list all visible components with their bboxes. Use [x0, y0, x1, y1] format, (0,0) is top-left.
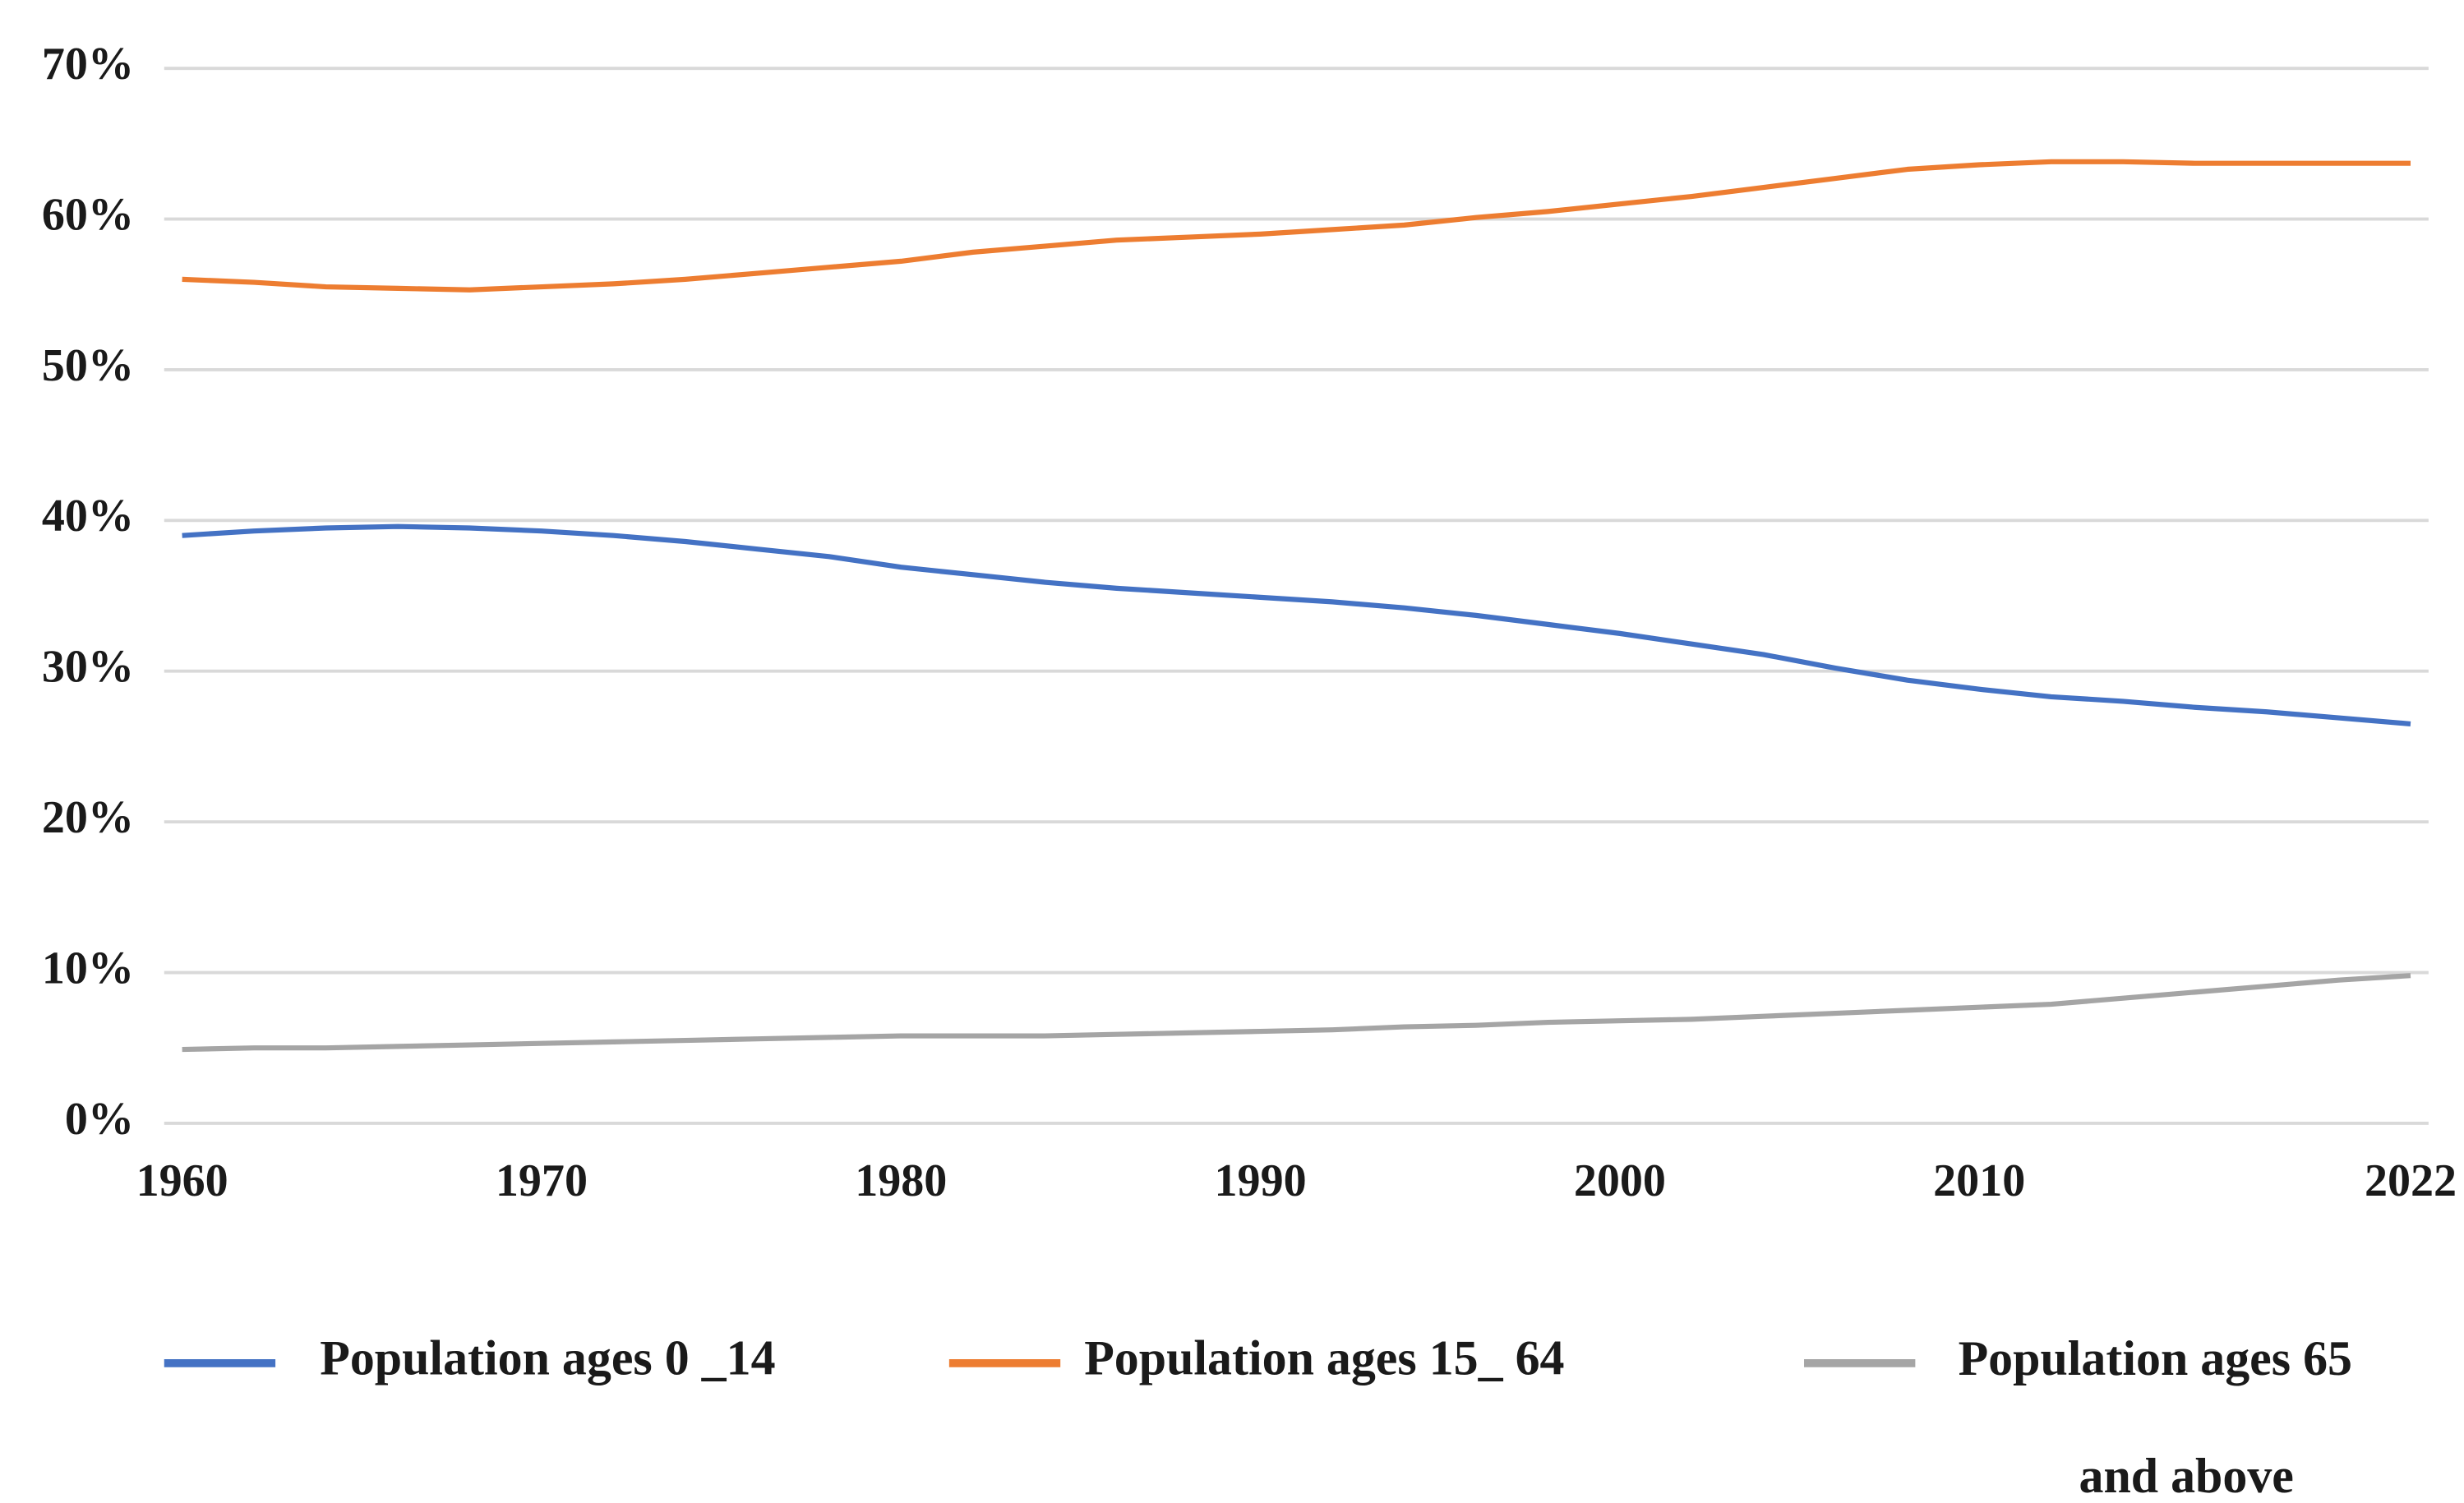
x-tick-label: 2000: [1574, 1155, 1666, 1206]
x-tick-label: 1990: [1215, 1155, 1307, 1206]
legend-label-line: Population ages 65: [1959, 1331, 2352, 1385]
x-tick-label: 1980: [855, 1155, 947, 1206]
y-tick-label: 60%: [42, 189, 134, 240]
series-line: [182, 523, 2411, 726]
y-tick-label: 30%: [42, 642, 134, 693]
y-tick-label: 50%: [42, 340, 134, 391]
series-line: [182, 159, 2411, 293]
legend-label: Population ages 15_ 64: [1084, 1331, 1564, 1385]
y-tick-label: 40%: [42, 491, 134, 542]
legend-label: Population ages 0 _14: [320, 1331, 775, 1385]
y-tick-label: 70%: [42, 39, 134, 90]
x-tick-label: 1970: [496, 1155, 588, 1206]
x-tick-label: 1960: [136, 1155, 228, 1206]
x-tick-label: 2022: [2365, 1155, 2457, 1206]
legend-label-line: and above: [2079, 1449, 2294, 1503]
x-tick-label: 2010: [1933, 1155, 2025, 1206]
legend-label: Population ages 65 and above: [1959, 1331, 2352, 1503]
y-tick-label: 10%: [42, 943, 134, 994]
y-tick-label: 20%: [42, 792, 134, 843]
y-tick-label: 0%: [65, 1094, 134, 1145]
series-line: [182, 973, 2411, 1053]
